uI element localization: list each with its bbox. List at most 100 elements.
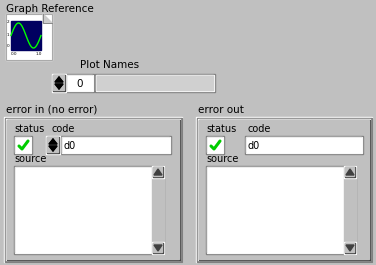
Text: 1.0: 1.0 xyxy=(36,52,42,56)
Bar xyxy=(344,242,356,254)
Polygon shape xyxy=(55,77,63,82)
Bar xyxy=(206,136,224,154)
Bar xyxy=(199,120,370,260)
Bar xyxy=(6,14,52,60)
Bar xyxy=(5,118,182,262)
Bar xyxy=(245,136,363,154)
Bar xyxy=(197,118,372,262)
Bar xyxy=(7,120,180,260)
Text: 0: 0 xyxy=(7,44,10,48)
Bar xyxy=(62,137,170,153)
Text: 0: 0 xyxy=(77,79,83,89)
Bar xyxy=(16,138,30,152)
Bar xyxy=(345,243,355,253)
Bar xyxy=(66,74,94,92)
Bar xyxy=(62,137,169,152)
Text: status: status xyxy=(206,124,236,134)
Bar xyxy=(14,166,164,254)
Bar xyxy=(152,166,164,254)
Bar xyxy=(153,243,162,252)
Bar xyxy=(67,75,93,91)
Polygon shape xyxy=(49,146,57,151)
Bar xyxy=(207,137,223,153)
Bar xyxy=(208,138,222,152)
Text: code: code xyxy=(248,124,271,134)
Polygon shape xyxy=(49,139,57,144)
Bar xyxy=(61,136,171,154)
Bar xyxy=(62,137,170,153)
Bar xyxy=(344,166,356,178)
Bar xyxy=(68,76,92,90)
Polygon shape xyxy=(154,245,162,251)
Polygon shape xyxy=(346,245,354,251)
Text: code: code xyxy=(52,124,75,134)
Bar xyxy=(96,75,214,91)
Polygon shape xyxy=(43,14,52,23)
Bar xyxy=(6,14,52,60)
Bar xyxy=(96,75,213,90)
Bar xyxy=(47,137,58,152)
Bar xyxy=(207,167,354,252)
Bar xyxy=(153,243,163,253)
Bar xyxy=(198,119,370,260)
Polygon shape xyxy=(346,169,354,175)
Bar xyxy=(96,75,214,91)
Text: d0: d0 xyxy=(64,141,76,151)
Polygon shape xyxy=(55,84,63,89)
Bar xyxy=(14,136,32,154)
Text: error in (no error): error in (no error) xyxy=(6,105,97,115)
Bar xyxy=(6,119,180,260)
Text: Plot Names: Plot Names xyxy=(80,60,139,70)
Bar xyxy=(53,75,65,91)
Bar xyxy=(7,120,179,259)
Bar xyxy=(15,137,31,153)
Bar xyxy=(207,167,355,253)
Bar xyxy=(246,137,362,153)
Bar xyxy=(97,76,213,90)
Bar xyxy=(153,167,162,176)
Text: source: source xyxy=(206,154,238,164)
Bar xyxy=(15,167,163,253)
Bar xyxy=(16,168,162,252)
Text: status: status xyxy=(14,124,44,134)
Bar xyxy=(52,74,66,92)
Bar xyxy=(47,137,59,153)
Bar xyxy=(344,166,356,254)
Text: error out: error out xyxy=(198,105,244,115)
Bar xyxy=(15,137,30,152)
Bar xyxy=(207,137,223,153)
Bar xyxy=(345,167,354,176)
Bar xyxy=(153,167,163,177)
Bar xyxy=(345,243,354,252)
Bar xyxy=(95,74,215,92)
Bar xyxy=(15,167,163,253)
Bar xyxy=(67,75,92,90)
Bar xyxy=(206,166,356,254)
Bar xyxy=(152,166,164,178)
Bar xyxy=(345,167,355,177)
Bar xyxy=(152,242,164,254)
Text: 1: 1 xyxy=(7,33,9,38)
Bar xyxy=(15,137,31,153)
Bar xyxy=(196,117,372,262)
Bar xyxy=(53,75,64,90)
Bar xyxy=(11,21,41,50)
Bar xyxy=(199,120,369,259)
Bar xyxy=(246,137,361,152)
Text: d0: d0 xyxy=(248,141,260,151)
Bar xyxy=(247,138,361,152)
Bar xyxy=(67,75,93,91)
Bar xyxy=(46,136,60,154)
Bar xyxy=(207,137,222,152)
Bar xyxy=(246,137,362,153)
Text: 2: 2 xyxy=(7,20,10,24)
Bar xyxy=(15,167,162,252)
Text: 0.0: 0.0 xyxy=(11,52,18,56)
Bar xyxy=(208,168,354,252)
Bar xyxy=(207,167,355,253)
Text: source: source xyxy=(14,154,46,164)
Polygon shape xyxy=(154,169,162,175)
Bar xyxy=(63,138,169,152)
Text: Graph Reference: Graph Reference xyxy=(6,4,94,14)
Bar xyxy=(4,117,182,262)
